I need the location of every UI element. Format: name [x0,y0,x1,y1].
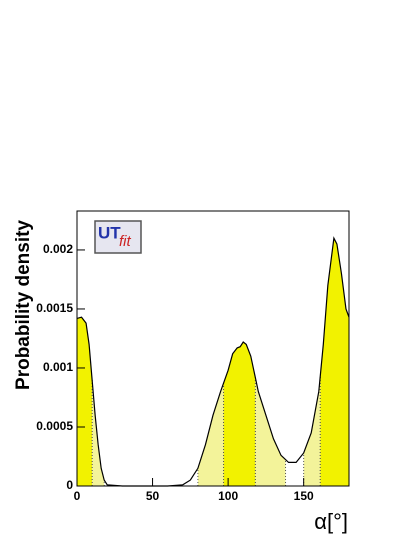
x-tick-label: 0 [74,489,81,503]
y-axis-label: Probability density [13,220,34,390]
credible-band [320,238,349,486]
y-tick-label: 0.001 [43,360,73,374]
x-tick-label: 100 [218,489,238,503]
credible-band [197,383,224,486]
logo-main: UT [98,223,121,242]
y-tick-label: 0.0005 [36,419,73,433]
credible-band [255,377,286,486]
x-axis-label: α[°] [314,509,348,534]
x-tick-label: 150 [294,489,314,503]
y-tick-label: 0.0015 [36,301,73,315]
credible-band [92,379,105,486]
x-tick-label: 50 [146,489,160,503]
density-curve [76,236,350,487]
credible-band [77,317,93,486]
y-tick-label: 0.002 [43,242,73,256]
credible-band [223,342,256,486]
logo: UT fit [94,220,142,254]
y-tick-label: 0 [66,478,73,492]
logo-sub: fit [119,233,132,250]
logo-box [94,220,142,254]
plot-frame [76,210,350,487]
